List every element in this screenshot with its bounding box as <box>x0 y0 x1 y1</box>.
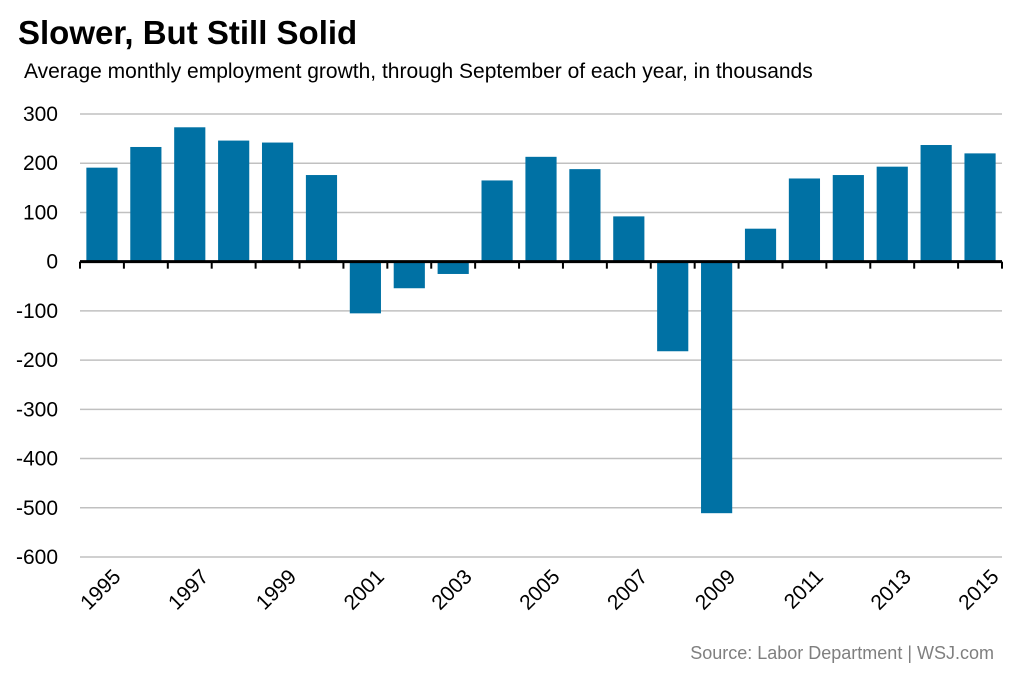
bar-2000 <box>305 175 338 262</box>
y-tick-label: 300 <box>23 103 58 126</box>
bar-2005 <box>525 156 557 262</box>
x-tick-label: 1997 <box>164 565 213 614</box>
x-tick-label: 2007 <box>603 565 652 614</box>
x-tick-label: 2003 <box>427 565 476 614</box>
source-note: Source: Labor Department | WSJ.com <box>690 643 994 663</box>
bar-2009 <box>701 261 733 514</box>
x-tick-label: 2013 <box>866 565 915 614</box>
bar-2010 <box>744 228 777 262</box>
bar-2013 <box>876 166 908 262</box>
bar-2015 <box>964 153 996 262</box>
bar-1996 <box>130 146 162 262</box>
y-tick-label: 200 <box>23 152 58 175</box>
y-tick-label: -100 <box>16 300 58 323</box>
y-tick-label: -300 <box>16 398 58 421</box>
bar-1998 <box>218 140 250 262</box>
x-tick-label: 1995 <box>76 565 125 614</box>
y-tick-label: -400 <box>16 448 58 471</box>
x-tick-label: 2011 <box>780 565 828 613</box>
bar-2006 <box>569 169 601 262</box>
y-tick-label: -200 <box>16 349 58 372</box>
chart-title: Slower, But Still Solid <box>18 14 358 51</box>
bar-1999 <box>261 142 294 262</box>
bar-2007 <box>613 216 645 262</box>
y-tick-label: 0 <box>46 251 58 274</box>
bar-2004 <box>481 180 513 262</box>
x-tick-label: 2015 <box>954 565 1003 614</box>
bar-2008 <box>657 261 689 352</box>
bar-1997 <box>174 127 206 262</box>
bar-2011 <box>788 178 821 262</box>
bar-2012 <box>832 175 864 262</box>
bar-1995 <box>86 167 118 262</box>
x-tick-label: 2005 <box>515 565 564 614</box>
y-tick-label: 100 <box>23 201 58 224</box>
chart-subtitle: Average monthly employment growth, throu… <box>24 60 813 83</box>
bar-2002 <box>393 261 425 289</box>
x-tick-label: 1999 <box>252 565 301 614</box>
y-tick-label: -600 <box>16 546 58 569</box>
x-tick-label: 2009 <box>691 565 740 614</box>
bar-2014 <box>920 145 952 262</box>
x-tick-label: 2001 <box>340 565 389 614</box>
bar-2001 <box>349 261 381 314</box>
bar-2003 <box>437 261 469 274</box>
y-tick-label: -500 <box>16 497 58 520</box>
